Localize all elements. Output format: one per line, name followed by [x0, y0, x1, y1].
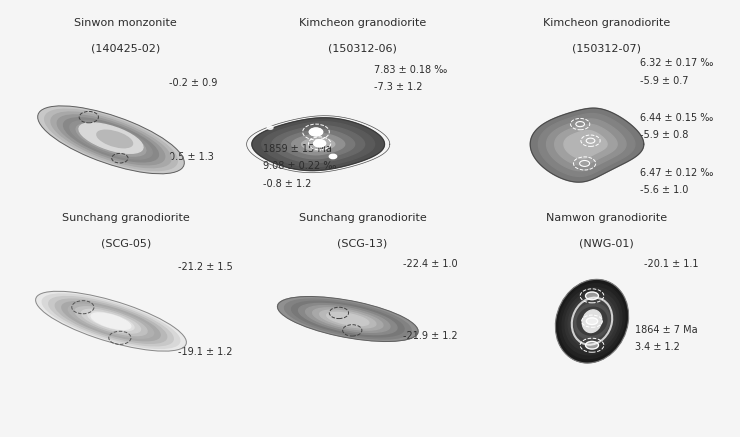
Ellipse shape [574, 303, 610, 339]
Ellipse shape [559, 284, 625, 359]
Text: (140425-02): (140425-02) [91, 44, 161, 54]
Text: -7.3 ± 1.2: -7.3 ± 1.2 [374, 83, 423, 92]
Text: 0.5 ± 1.3: 0.5 ± 1.3 [169, 153, 214, 162]
Text: -19.1 ± 1.2: -19.1 ± 1.2 [178, 347, 232, 357]
Ellipse shape [36, 291, 186, 351]
Text: 1859 ± 15 Ma: 1859 ± 15 Ma [263, 144, 332, 153]
Polygon shape [564, 131, 607, 159]
Ellipse shape [38, 106, 184, 173]
Polygon shape [262, 122, 374, 166]
Polygon shape [531, 108, 644, 182]
Ellipse shape [327, 312, 369, 326]
Text: -0.8 ± 1.2: -0.8 ± 1.2 [263, 179, 311, 188]
Polygon shape [252, 118, 385, 170]
Circle shape [585, 292, 599, 300]
Ellipse shape [91, 313, 131, 329]
Text: 1864 ± 7 Ma: 1864 ± 7 Ma [635, 325, 698, 335]
Ellipse shape [51, 112, 171, 168]
Ellipse shape [82, 126, 140, 153]
Text: Kimcheon granodiorite: Kimcheon granodiorite [299, 18, 426, 28]
Text: -22.4 ± 1.0: -22.4 ± 1.0 [403, 260, 458, 269]
Text: -20.1 ± 1.1: -20.1 ± 1.1 [644, 260, 699, 269]
Ellipse shape [285, 299, 411, 339]
Text: (150312-07): (150312-07) [572, 44, 642, 54]
Ellipse shape [70, 121, 152, 159]
Text: Sinwon monzonite: Sinwon monzonite [75, 18, 177, 28]
Text: -5.9 ± 0.8: -5.9 ± 0.8 [640, 131, 688, 140]
Polygon shape [539, 114, 635, 177]
Text: 9.08 ± 0.22 ‰: 9.08 ± 0.22 ‰ [263, 161, 336, 171]
Ellipse shape [81, 309, 141, 333]
Text: -5.9 ± 0.7: -5.9 ± 0.7 [640, 76, 689, 86]
Text: -5.6 ± 1.0: -5.6 ± 1.0 [640, 185, 688, 195]
Ellipse shape [332, 314, 363, 324]
Ellipse shape [577, 307, 607, 335]
Text: 7.83 ± 0.18 ‰: 7.83 ± 0.18 ‰ [374, 65, 447, 75]
Text: -0.2 ± 0.9: -0.2 ± 0.9 [169, 78, 217, 88]
Circle shape [586, 318, 598, 325]
Text: Sunchang granodiorite: Sunchang granodiorite [62, 213, 189, 223]
Text: Namwon granodiorite: Namwon granodiorite [546, 213, 667, 223]
Circle shape [267, 126, 273, 129]
Text: 3.4 ± 1.2: 3.4 ± 1.2 [635, 343, 680, 352]
Ellipse shape [56, 299, 166, 343]
Text: (SCG-05): (SCG-05) [101, 238, 151, 248]
Ellipse shape [49, 297, 173, 346]
Ellipse shape [306, 306, 390, 332]
Text: (NWG-01): (NWG-01) [579, 238, 634, 248]
Ellipse shape [278, 297, 418, 341]
Ellipse shape [97, 130, 132, 148]
Circle shape [585, 341, 599, 349]
Circle shape [314, 140, 326, 147]
Ellipse shape [95, 132, 127, 147]
Ellipse shape [568, 295, 616, 347]
Text: Sunchang granodiorite: Sunchang granodiorite [299, 213, 426, 223]
Ellipse shape [89, 129, 133, 150]
Text: (150312-06): (150312-06) [328, 44, 397, 54]
Ellipse shape [313, 308, 383, 330]
Circle shape [329, 154, 337, 159]
Polygon shape [555, 125, 617, 165]
Ellipse shape [76, 124, 146, 156]
Ellipse shape [88, 312, 134, 330]
Ellipse shape [57, 115, 165, 165]
Ellipse shape [582, 310, 602, 333]
Text: (SCG-13): (SCG-13) [337, 238, 388, 248]
Ellipse shape [292, 301, 404, 337]
Ellipse shape [79, 123, 143, 153]
Ellipse shape [62, 302, 160, 341]
Ellipse shape [562, 288, 622, 355]
Ellipse shape [556, 280, 628, 363]
Ellipse shape [42, 294, 180, 348]
Polygon shape [272, 126, 365, 163]
Ellipse shape [571, 299, 613, 343]
Polygon shape [547, 119, 626, 171]
Ellipse shape [64, 118, 158, 162]
Ellipse shape [68, 304, 154, 338]
Polygon shape [282, 130, 354, 159]
Ellipse shape [299, 303, 397, 335]
Text: 6.47 ± 0.12 ‰: 6.47 ± 0.12 ‰ [640, 168, 713, 177]
Circle shape [309, 128, 323, 136]
Text: -21.2 ± 1.5: -21.2 ± 1.5 [178, 262, 232, 271]
Text: -21.9 ± 1.2: -21.9 ± 1.2 [403, 332, 458, 341]
Polygon shape [302, 138, 334, 151]
Text: 6.32 ± 0.17 ‰: 6.32 ± 0.17 ‰ [640, 59, 713, 68]
Ellipse shape [44, 109, 178, 170]
Ellipse shape [95, 315, 127, 328]
Ellipse shape [565, 291, 619, 351]
Ellipse shape [75, 307, 147, 336]
Text: 6.44 ± 0.15 ‰: 6.44 ± 0.15 ‰ [640, 113, 713, 123]
Text: Kimcheon granodiorite: Kimcheon granodiorite [543, 18, 670, 28]
Ellipse shape [320, 310, 376, 328]
Polygon shape [292, 134, 345, 155]
